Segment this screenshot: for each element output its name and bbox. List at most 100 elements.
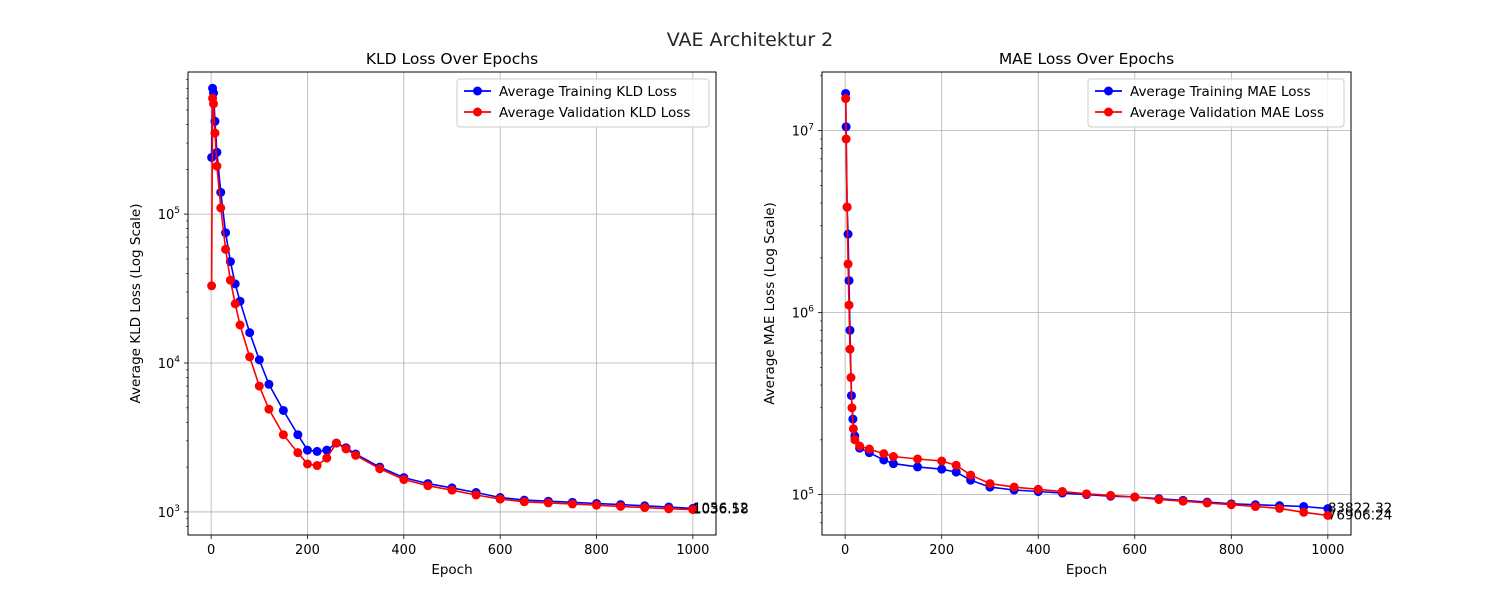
data-point (951, 460, 961, 470)
data-point (688, 505, 698, 515)
data-point (245, 352, 255, 362)
data-point (845, 344, 855, 354)
data-point (888, 451, 898, 461)
series-line (844, 98, 1328, 517)
legend-box (1087, 78, 1345, 128)
data-point (1226, 500, 1236, 510)
data-point (278, 405, 288, 415)
legend: Average Training MAE Loss Average Validat… (1087, 78, 1345, 128)
data-point (864, 444, 874, 454)
data-point (322, 445, 332, 455)
data-point (879, 449, 889, 459)
data-point (235, 320, 245, 330)
data-point (850, 435, 860, 445)
y-axis-label: Average MAE Loss (Log Scale) (762, 202, 778, 405)
data-point (1154, 495, 1164, 505)
data-point (471, 490, 481, 500)
figure-title: VAE Architektur 2 (666, 29, 834, 51)
chart-title: KLD Loss Over Epochs (366, 50, 538, 68)
data-point (495, 494, 505, 504)
x-tick-label: 1000 (676, 543, 709, 558)
data-point (1202, 498, 1212, 508)
data-point (913, 462, 923, 472)
data-point (399, 475, 409, 485)
legend-item-training: Average Training MAE Loss (1095, 84, 1311, 100)
data-point (254, 355, 264, 365)
legend-marker (473, 86, 482, 96)
data-point (312, 461, 322, 471)
series-line (210, 88, 693, 510)
legend-label: Average Validation MAE Loss (1130, 105, 1324, 121)
data-point (216, 203, 226, 213)
series-line (844, 93, 1328, 510)
legend-item-validation: Average Validation KLD Loss (464, 105, 690, 121)
data-point (592, 500, 602, 510)
plot-area (841, 88, 1333, 520)
data-point (1299, 507, 1309, 517)
data-point (640, 503, 650, 513)
data-point (966, 470, 976, 480)
data-point (230, 299, 240, 309)
x-tick-label: 0 (841, 543, 849, 558)
data-point (221, 228, 231, 238)
data-point (302, 445, 312, 455)
data-point (543, 498, 553, 508)
legend-label: Average Training KLD Loss (499, 84, 677, 100)
data-point (254, 381, 264, 391)
legend-label: Average Validation KLD Loss (499, 105, 690, 121)
x-tick-label: 400 (1026, 543, 1051, 558)
end-value-annotation: 83822.32 (1328, 501, 1392, 517)
data-point (1009, 482, 1019, 492)
data-point (664, 504, 674, 514)
legend-marker (473, 107, 482, 117)
data-point (293, 430, 303, 440)
y-tick-label: 105 (792, 487, 814, 504)
data-point (1057, 487, 1067, 497)
data-point (1275, 503, 1285, 513)
legend-marker (1104, 86, 1113, 96)
data-point (841, 134, 851, 144)
legend-item-training: Average Training KLD Loss (464, 84, 677, 100)
data-point (846, 373, 856, 383)
legend-marker (1104, 107, 1113, 117)
y-tick-label: 107 (792, 123, 814, 140)
data-point (1130, 492, 1140, 502)
series-line (210, 98, 693, 511)
data-point (841, 94, 851, 104)
data-point (1323, 510, 1333, 520)
data-point (264, 404, 274, 414)
end-value-annotation: 1056.12 (693, 500, 749, 516)
data-point (888, 459, 898, 469)
x-axis-label: Epoch (1066, 562, 1107, 578)
data-point (375, 464, 385, 474)
data-point (855, 441, 865, 451)
data-point (1106, 490, 1116, 500)
data-point (331, 438, 341, 448)
series-training (207, 83, 698, 513)
data-point (843, 259, 853, 269)
data-point (341, 444, 351, 454)
data-point (913, 454, 923, 464)
data-point (842, 202, 852, 212)
x-tick-label: 1000 (1311, 543, 1344, 558)
legend: Average Training KLD Loss Average Validat… (456, 78, 710, 128)
x-tick-label: 800 (584, 543, 609, 558)
y-tick-label: 105 (158, 206, 180, 223)
axes-frame (187, 71, 717, 536)
x-tick-label: 400 (391, 543, 416, 558)
data-point (264, 379, 274, 389)
legend-box (456, 78, 710, 128)
data-point (848, 424, 858, 434)
data-point (1250, 502, 1260, 512)
chart-panel-2: 0 200 400 600 800 1000 105 106 107 MAE Loss Over … (762, 50, 1392, 578)
legend-item-validation: Average Validation MAE Loss (1095, 105, 1324, 121)
x-tick-label: 600 (1122, 543, 1147, 558)
data-point (844, 300, 854, 310)
end-value-annotation: 1036.58 (693, 502, 749, 518)
chart-title: MAE Loss Over Epochs (999, 50, 1174, 68)
data-point (207, 281, 217, 291)
axes-frame (821, 71, 1352, 536)
data-point (1082, 489, 1091, 499)
data-point (519, 497, 529, 507)
